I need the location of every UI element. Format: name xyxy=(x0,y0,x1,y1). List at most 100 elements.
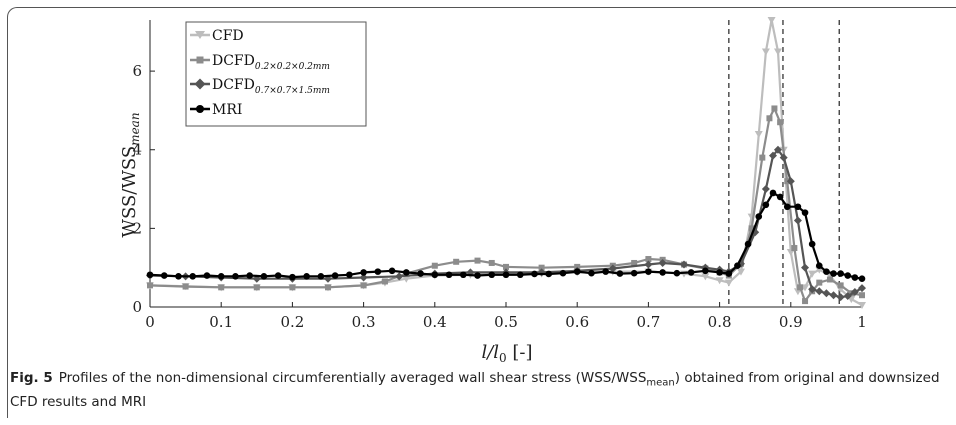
data-point xyxy=(715,277,724,285)
data-point xyxy=(836,293,845,302)
legend-label-mri: MRI xyxy=(212,102,242,118)
data-point xyxy=(488,271,496,279)
legend-item-cfd: CFD xyxy=(190,28,244,44)
data-point xyxy=(395,272,404,281)
data-point xyxy=(602,268,609,275)
legend-sub-dcfd-coarse: 0.7×0.7×1.5mm xyxy=(255,86,330,96)
x-tick-label: 0 xyxy=(145,313,155,331)
data-point xyxy=(431,262,438,269)
data-point xyxy=(802,298,809,305)
y-axis-label-base: WSS/WSS xyxy=(119,146,140,238)
data-point xyxy=(815,262,823,270)
caption-label: Fig. 5 xyxy=(10,370,53,386)
data-point xyxy=(725,270,733,277)
data-point xyxy=(146,271,154,279)
x-tick-label: 0.9 xyxy=(779,313,803,331)
data-point xyxy=(516,271,524,279)
legend-item-mri: MRI xyxy=(190,102,242,118)
data-point xyxy=(793,216,802,225)
data-point xyxy=(175,273,182,280)
data-point xyxy=(531,270,538,278)
data-point xyxy=(545,270,553,278)
data-point xyxy=(680,260,688,269)
data-point xyxy=(761,185,770,194)
data-point xyxy=(702,267,709,275)
data-point xyxy=(644,260,653,269)
wss-profile-chart: 0 0.1 0.2 0.3 0.4 0.5 0.6 0.7 0.8 0.9 1 0 2 4 6 CFD DC… xyxy=(119,17,867,365)
data-point xyxy=(859,292,865,299)
data-point xyxy=(631,259,638,266)
data-point xyxy=(303,273,310,280)
legend-item-dcfd-fine: DCFD0.2×0.2×0.2mm xyxy=(190,53,330,72)
data-point xyxy=(754,131,763,139)
data-point xyxy=(189,273,197,280)
data-point xyxy=(808,270,817,278)
data-point xyxy=(850,288,859,297)
caption-text-a: Profiles of the non-dimensional circumfe… xyxy=(58,370,647,386)
data-point xyxy=(616,270,624,277)
data-point xyxy=(630,269,638,277)
data-point xyxy=(658,258,667,267)
caption-text-b: ) obtained from original and downsized C… xyxy=(10,370,940,410)
y-axis-label: WSS/WSSmean xyxy=(119,112,142,237)
data-point xyxy=(608,264,617,273)
data-point xyxy=(858,302,866,310)
x-axis-label-unit: [-] xyxy=(507,342,533,363)
data-point xyxy=(232,273,239,280)
svg-text:DCFD0.7×0.7×1.5mm: DCFD0.7×0.7×1.5mm xyxy=(212,77,330,96)
data-point xyxy=(808,240,816,248)
data-point xyxy=(773,145,782,154)
data-point xyxy=(503,263,509,270)
data-point xyxy=(573,268,581,275)
data-point xyxy=(260,273,268,280)
data-point xyxy=(783,203,791,211)
data-point xyxy=(816,279,823,286)
data-point xyxy=(346,271,353,279)
x-tick-label: 0.5 xyxy=(494,313,518,331)
data-point xyxy=(203,272,211,279)
data-point xyxy=(776,193,784,201)
data-point xyxy=(453,258,460,265)
data-point xyxy=(331,272,339,279)
data-point xyxy=(829,291,838,300)
data-point xyxy=(502,271,510,279)
x-tick-label: 0.3 xyxy=(352,313,376,331)
data-point xyxy=(844,272,852,279)
data-point xyxy=(777,119,784,126)
data-point xyxy=(822,289,831,298)
data-point xyxy=(801,263,810,272)
svg-text:DCFD0.2×0.2×0.2mm: DCFD0.2×0.2×0.2mm xyxy=(212,53,330,72)
data-point xyxy=(182,283,189,290)
data-point xyxy=(459,271,467,279)
data-point xyxy=(403,269,410,276)
data-point xyxy=(851,274,859,281)
data-point xyxy=(325,284,331,291)
data-point xyxy=(317,273,325,280)
data-point xyxy=(474,257,481,264)
data-point xyxy=(769,151,777,160)
caption-text-sub: mean xyxy=(646,377,675,389)
data-point xyxy=(687,269,695,276)
legend-box xyxy=(185,21,367,127)
data-point xyxy=(559,269,567,277)
data-point xyxy=(402,275,411,283)
legend-item-dcfd-coarse: DCFD0.7×0.7×1.5mm xyxy=(190,77,330,96)
figure-frame xyxy=(7,7,956,418)
data-point xyxy=(659,269,666,276)
data-point xyxy=(755,213,763,220)
data-point xyxy=(374,268,382,275)
data-point xyxy=(797,284,804,291)
legend-label-dcfd-fine: DCFD xyxy=(212,53,255,69)
legend: CFD DCFD0.2×0.2×0.2mm DCFD0.7×0.7×1.5mm … xyxy=(185,21,367,127)
x-tick-label: 0.2 xyxy=(280,313,304,331)
data-point xyxy=(381,278,388,285)
x-tick-label: 0.8 xyxy=(708,313,732,331)
data-point xyxy=(830,270,837,277)
data-point xyxy=(160,272,168,279)
y-tick-label: 0 xyxy=(132,298,142,316)
data-point xyxy=(786,177,795,186)
data-point xyxy=(808,285,817,294)
x-axis-label-sub: 0 xyxy=(499,351,507,365)
x-axis-label: l/l0 [-] xyxy=(481,342,532,365)
data-point xyxy=(779,153,788,162)
